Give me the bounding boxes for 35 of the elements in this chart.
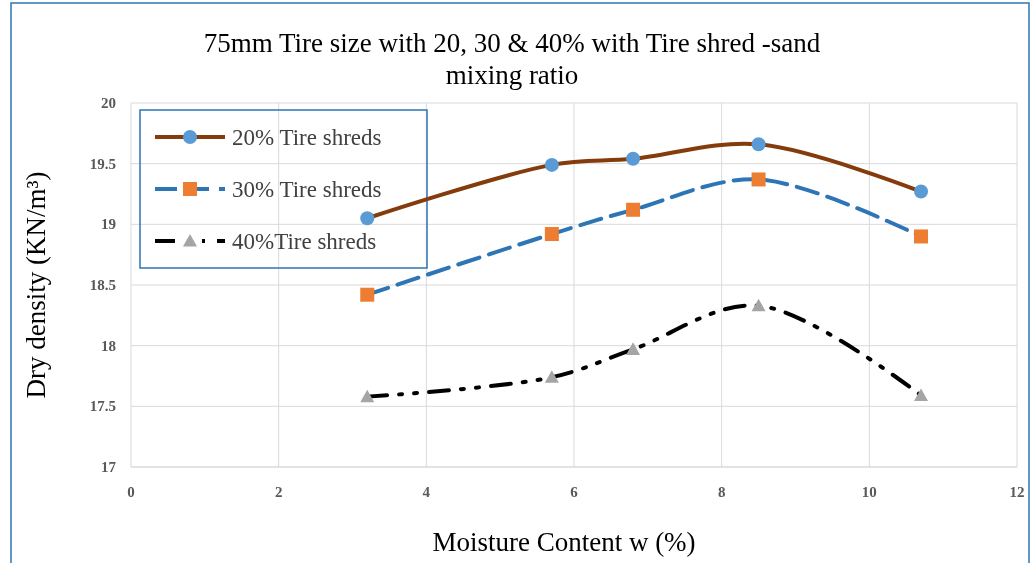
point [360, 211, 375, 226]
y-tick-label: 17 [101, 459, 117, 475]
point [626, 202, 641, 217]
point [751, 137, 766, 152]
y-tick-label: 17.5 [89, 398, 116, 415]
x-tick-label: 8 [717, 484, 726, 500]
point [544, 157, 559, 172]
point [544, 370, 559, 383]
x-axis-title: Moisture Content w (%) [432, 527, 696, 557]
y-tick-label: 19 [101, 216, 116, 233]
point [751, 172, 766, 187]
y-tick-label: 19.5 [89, 155, 116, 172]
point [360, 287, 375, 302]
x-tick-label: 4 [422, 484, 431, 500]
point [914, 229, 929, 244]
x-tick-label: 0 [127, 484, 135, 500]
point [914, 388, 929, 402]
legend-label: 40%Tire shreds [232, 229, 377, 254]
point [360, 389, 375, 403]
point [626, 342, 641, 355]
x-tick-label: 10 [861, 484, 877, 500]
point [626, 151, 641, 166]
x-tick-label: 2 [274, 484, 283, 500]
y-axis-title: Dry density (KN/m³) [21, 171, 51, 399]
y-tick-label: 18.5 [89, 277, 116, 293]
x-tick-label: 12 [1009, 484, 1025, 500]
y-tick-label: 20 [101, 95, 116, 111]
point [914, 184, 929, 199]
legend-label: 30% Tire shreds [232, 177, 382, 202]
chart-title: 75mm Tire size with 20, 30 & 40% with Tire shred -sand mixing ratio [203, 28, 821, 90]
point [751, 298, 766, 312]
y-tick-label: 18 [101, 337, 116, 354]
legend-label: 20% Tire shreds [232, 125, 382, 150]
point [544, 227, 559, 242]
x-tick-label: 6 [570, 484, 579, 500]
